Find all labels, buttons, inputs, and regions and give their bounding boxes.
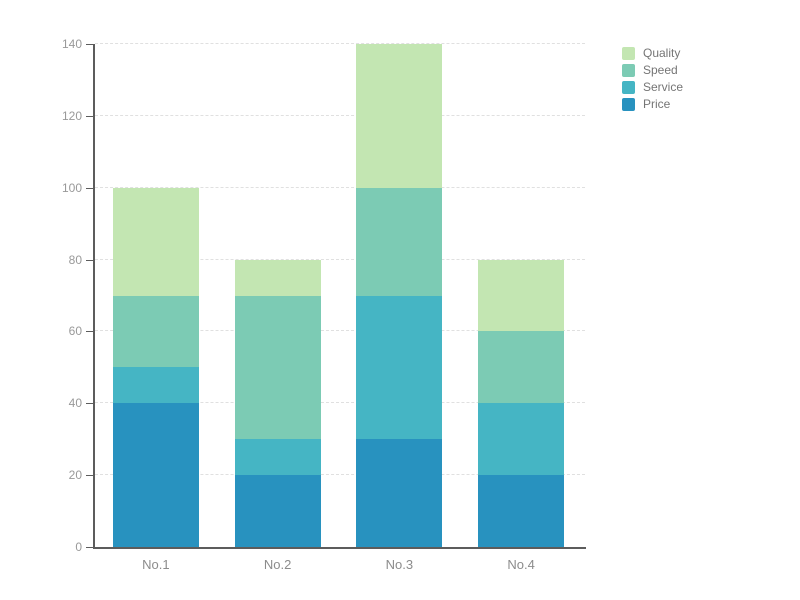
bar-segment-service-no4[interactable] xyxy=(478,403,565,476)
y-axis-label-40: 40 xyxy=(68,396,82,411)
bar-segment-speed-no3[interactable] xyxy=(356,187,443,296)
bar-segment-speed-no4[interactable] xyxy=(478,331,565,404)
gridline-80 xyxy=(95,258,585,260)
y-axis-tick-80 xyxy=(86,259,93,261)
plot-area xyxy=(95,43,585,547)
x-axis-label-no1: No.1 xyxy=(142,557,170,572)
bar-segment-price-no1[interactable] xyxy=(112,403,199,547)
y-axis-label-120: 120 xyxy=(61,108,82,123)
bar-segment-service-no2[interactable] xyxy=(234,439,321,476)
legend-swatch-price xyxy=(622,98,635,111)
bar-segment-quality-no1[interactable] xyxy=(112,187,199,296)
gridline-20 xyxy=(95,474,585,476)
y-axis-tick-100 xyxy=(86,187,93,189)
gridline-100 xyxy=(95,186,585,188)
y-axis-tick-40 xyxy=(86,403,93,405)
y-axis-tick-120 xyxy=(86,115,93,117)
gridline-140 xyxy=(95,43,585,44)
legend-label-quality: Quality xyxy=(643,46,681,60)
bar-segment-price-no3[interactable] xyxy=(356,439,443,547)
bar-segment-speed-no2[interactable] xyxy=(234,295,321,440)
y-axis-tick-140 xyxy=(86,44,93,45)
x-axis-label-no4: No.4 xyxy=(507,557,535,572)
y-axis-label-80: 80 xyxy=(68,252,82,267)
bar-segment-quality-no2[interactable] xyxy=(234,259,321,296)
gridline-40 xyxy=(95,402,585,404)
gridline-120 xyxy=(95,114,585,116)
legend-label-service: Service xyxy=(643,80,684,94)
legend-swatch-speed xyxy=(622,64,635,77)
bar-segment-price-no2[interactable] xyxy=(234,475,321,547)
legend-item-price[interactable]: Price xyxy=(622,96,683,113)
legend-swatch-quality xyxy=(622,47,635,60)
y-axis-tick-0 xyxy=(86,547,93,548)
legend-label-speed: Speed xyxy=(643,63,678,77)
bar-segment-service-no1[interactable] xyxy=(112,367,199,404)
legend-item-quality[interactable]: Quality xyxy=(622,45,683,62)
legend-item-speed[interactable]: Speed xyxy=(622,62,683,79)
bar-segment-speed-no1[interactable] xyxy=(112,295,199,368)
legend-item-service[interactable]: Service xyxy=(622,79,683,96)
gridline-60 xyxy=(95,330,585,332)
x-axis-line xyxy=(93,547,586,549)
legend-label-price: Price xyxy=(643,97,671,111)
bar-segment-service-no3[interactable] xyxy=(356,295,443,440)
bar-segment-price-no4[interactable] xyxy=(478,475,565,547)
y-axis-label-20: 20 xyxy=(68,468,82,483)
y-axis-label-0: 0 xyxy=(75,540,82,554)
legend: Quality Speed Service Price xyxy=(622,45,683,113)
x-axis-label-no2: No.2 xyxy=(263,557,292,572)
y-axis-tick-20 xyxy=(86,475,93,477)
x-axis-label-no3: No.3 xyxy=(385,557,414,572)
y-axis-label-60: 60 xyxy=(68,324,82,339)
bar-segment-quality-no3[interactable] xyxy=(356,44,443,188)
y-axis-tick-60 xyxy=(86,331,93,333)
y-axis-label-140: 140 xyxy=(61,37,82,51)
bar-segment-quality-no4[interactable] xyxy=(478,259,565,332)
y-axis-line xyxy=(93,44,95,547)
legend-swatch-service xyxy=(622,81,635,94)
y-axis-label-100: 100 xyxy=(61,180,82,195)
